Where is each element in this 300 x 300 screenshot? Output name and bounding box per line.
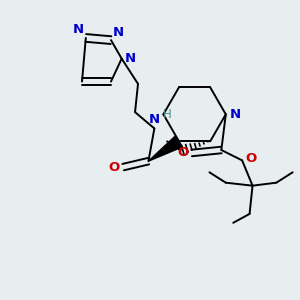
Text: N: N xyxy=(125,52,136,65)
Text: N: N xyxy=(149,113,160,126)
Text: N: N xyxy=(73,23,84,37)
Text: H: H xyxy=(163,108,171,121)
Text: O: O xyxy=(108,160,120,174)
Text: O: O xyxy=(177,146,189,160)
Text: O: O xyxy=(245,152,256,165)
Text: N: N xyxy=(230,108,242,121)
Text: N: N xyxy=(112,26,124,39)
Polygon shape xyxy=(148,136,182,161)
